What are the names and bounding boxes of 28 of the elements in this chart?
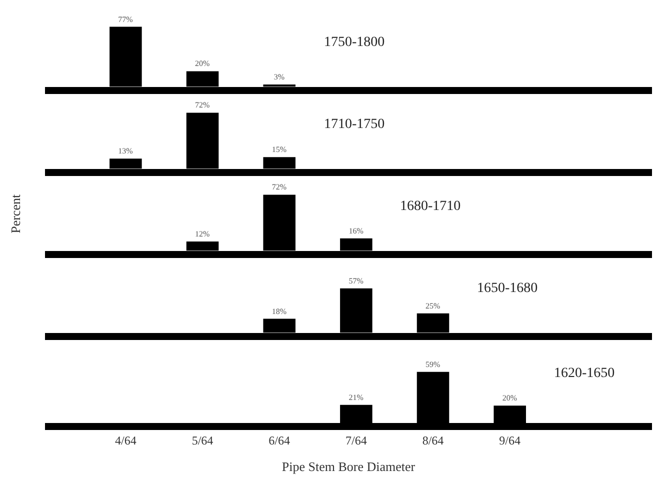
data-label: 16% [348, 226, 364, 236]
data-label: 25% [426, 301, 441, 310]
chart-title: 1680-1710 [400, 199, 461, 214]
x-tick-label: 7/64 [346, 433, 367, 448]
data-label: 72% [272, 182, 287, 192]
data-label: 20% [195, 59, 210, 68]
data-label: 12% [195, 229, 210, 238]
data-label: 18% [272, 306, 287, 316]
text: 1620-1650 [554, 366, 615, 381]
y-axis-title: Percent [8, 194, 23, 234]
x-tick-label: 6/64 [268, 433, 290, 448]
data-label: 20% [502, 394, 518, 403]
x-tick-label: 4/64 [115, 433, 136, 448]
x-tick-label: 9/64 [499, 433, 521, 448]
data-label: 59% [426, 360, 441, 369]
x-tick-label: 8/64 [422, 433, 444, 448]
chart-title: 1650-1680 [477, 281, 538, 296]
data-label: 57% [348, 276, 364, 286]
chart-title: 1710-1750 [324, 117, 385, 132]
data-label: 21% [348, 392, 364, 402]
text: 1750-1800 [324, 35, 385, 50]
data-label: 15% [272, 145, 287, 154]
data-label: 13% [118, 146, 134, 156]
data-label: 3% [274, 72, 285, 82]
data-label: 72% [195, 100, 210, 110]
x-axis-title: Pipe Stem Bore Diameter [282, 459, 416, 474]
x-tick-label: 5/64 [192, 433, 214, 448]
data-label: 77% [118, 14, 134, 24]
